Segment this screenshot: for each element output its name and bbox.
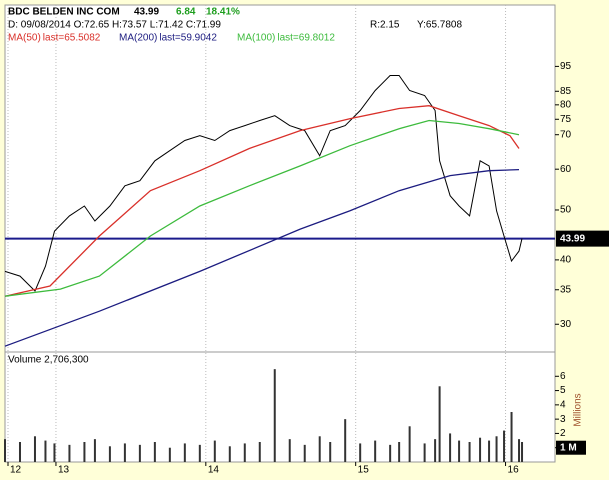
x-tick-label: 13 xyxy=(58,465,70,476)
volume-bar xyxy=(458,440,461,462)
volume-bar xyxy=(389,444,392,462)
annotation: R:2.15 xyxy=(370,20,400,31)
moving-average-line xyxy=(4,168,520,347)
volume-bar xyxy=(83,442,86,462)
volume-bar xyxy=(123,443,126,462)
volume-bar xyxy=(108,446,111,462)
y-tick-label: 95 xyxy=(560,61,572,72)
y-tick-label: 35 xyxy=(560,284,572,295)
change: 6.84 xyxy=(176,7,196,18)
volume-bar xyxy=(359,443,362,462)
y-tick-label: 6 xyxy=(560,371,566,382)
volume-bar xyxy=(488,440,491,462)
volume-bar xyxy=(408,426,411,462)
volume-bar xyxy=(449,433,452,462)
volume-bar xyxy=(138,444,141,462)
volume-bar xyxy=(168,447,171,462)
y-tick-label: 85 xyxy=(560,86,572,97)
volume-bar xyxy=(68,444,71,462)
annotation: Y:65.7808 xyxy=(417,20,462,31)
legend-name: MA(100) xyxy=(237,33,275,44)
volume-bar xyxy=(228,446,231,462)
volume-bar xyxy=(423,443,426,462)
volume-bar xyxy=(243,443,246,462)
volume-bar xyxy=(374,440,377,462)
volume-bar xyxy=(33,436,36,462)
y-tick-label: 5 xyxy=(560,385,566,396)
y-tick-label: 2 xyxy=(560,428,566,439)
volume-bar xyxy=(18,442,21,462)
legend-last: last=65.5082 xyxy=(43,33,101,44)
volume-bar xyxy=(329,442,332,462)
price-tag-box xyxy=(556,230,609,247)
y-tick-label: 3 xyxy=(560,414,566,425)
volume-bar xyxy=(495,436,498,462)
x-tick-label: 12 xyxy=(10,465,22,476)
volume-bar xyxy=(183,443,186,462)
volume-title: Volume 2,706,300 xyxy=(8,355,89,366)
y-tick-label: 1 M xyxy=(560,442,577,453)
volume-bar xyxy=(344,419,347,462)
y-tick-label: 50 xyxy=(560,205,572,216)
y-tick-label: 80 xyxy=(560,99,572,110)
volume-bar xyxy=(258,442,261,462)
volume-bar xyxy=(510,412,513,462)
moving-average-line xyxy=(4,105,520,297)
price-tag: 43.99 xyxy=(560,233,585,244)
chart-title: BDC BELDEN INC COM xyxy=(8,7,120,18)
volume-bar xyxy=(303,444,306,462)
y-axis-label: Millions xyxy=(573,393,584,426)
volume-bar xyxy=(93,439,96,462)
y-tick-label: 4 xyxy=(560,399,566,410)
y-tick-label: 40 xyxy=(560,255,572,266)
volume-bar xyxy=(438,386,441,462)
x-tick-label: 15 xyxy=(358,465,370,476)
legend-name: MA(200) xyxy=(119,33,157,44)
plot-area xyxy=(4,4,556,463)
volume-bar xyxy=(273,369,276,462)
y-tick-label: 60 xyxy=(560,164,572,175)
volume-bar xyxy=(198,444,201,462)
legend-last: last=59.9042 xyxy=(159,33,217,44)
volume-bar xyxy=(318,436,321,462)
volume-bar xyxy=(398,442,401,462)
volume-bar xyxy=(53,443,56,462)
volume-bar xyxy=(44,440,47,462)
ohlc-info: D: 09/08/2014 O:72.65 H:73.57 L:71.42 C:… xyxy=(8,20,221,31)
volume-bar xyxy=(503,430,506,462)
change-pct: 18.41% xyxy=(206,7,240,18)
y-tick-label: 70 xyxy=(560,129,572,140)
x-tick-label: 16 xyxy=(508,465,520,476)
tick-label-box xyxy=(556,440,586,455)
volume-bar xyxy=(468,442,471,462)
price-line xyxy=(4,75,523,292)
volume-bar xyxy=(434,439,437,462)
volume-bar xyxy=(521,442,524,462)
volume-bar xyxy=(153,442,156,462)
last-price: 43.99 xyxy=(134,7,159,18)
y-tick-label: 75 xyxy=(560,114,572,125)
volume-bar xyxy=(518,439,521,462)
legend-last: last=69.8012 xyxy=(277,33,335,44)
x-tick-label: 14 xyxy=(208,465,220,476)
volume-bar xyxy=(4,439,6,462)
moving-average-line xyxy=(4,119,520,297)
volume-bar xyxy=(213,440,216,462)
legend-name: MA(50) xyxy=(8,33,41,44)
y-tick-label: 30 xyxy=(560,319,572,330)
volume-bar xyxy=(288,439,291,462)
volume-bar xyxy=(479,437,482,462)
